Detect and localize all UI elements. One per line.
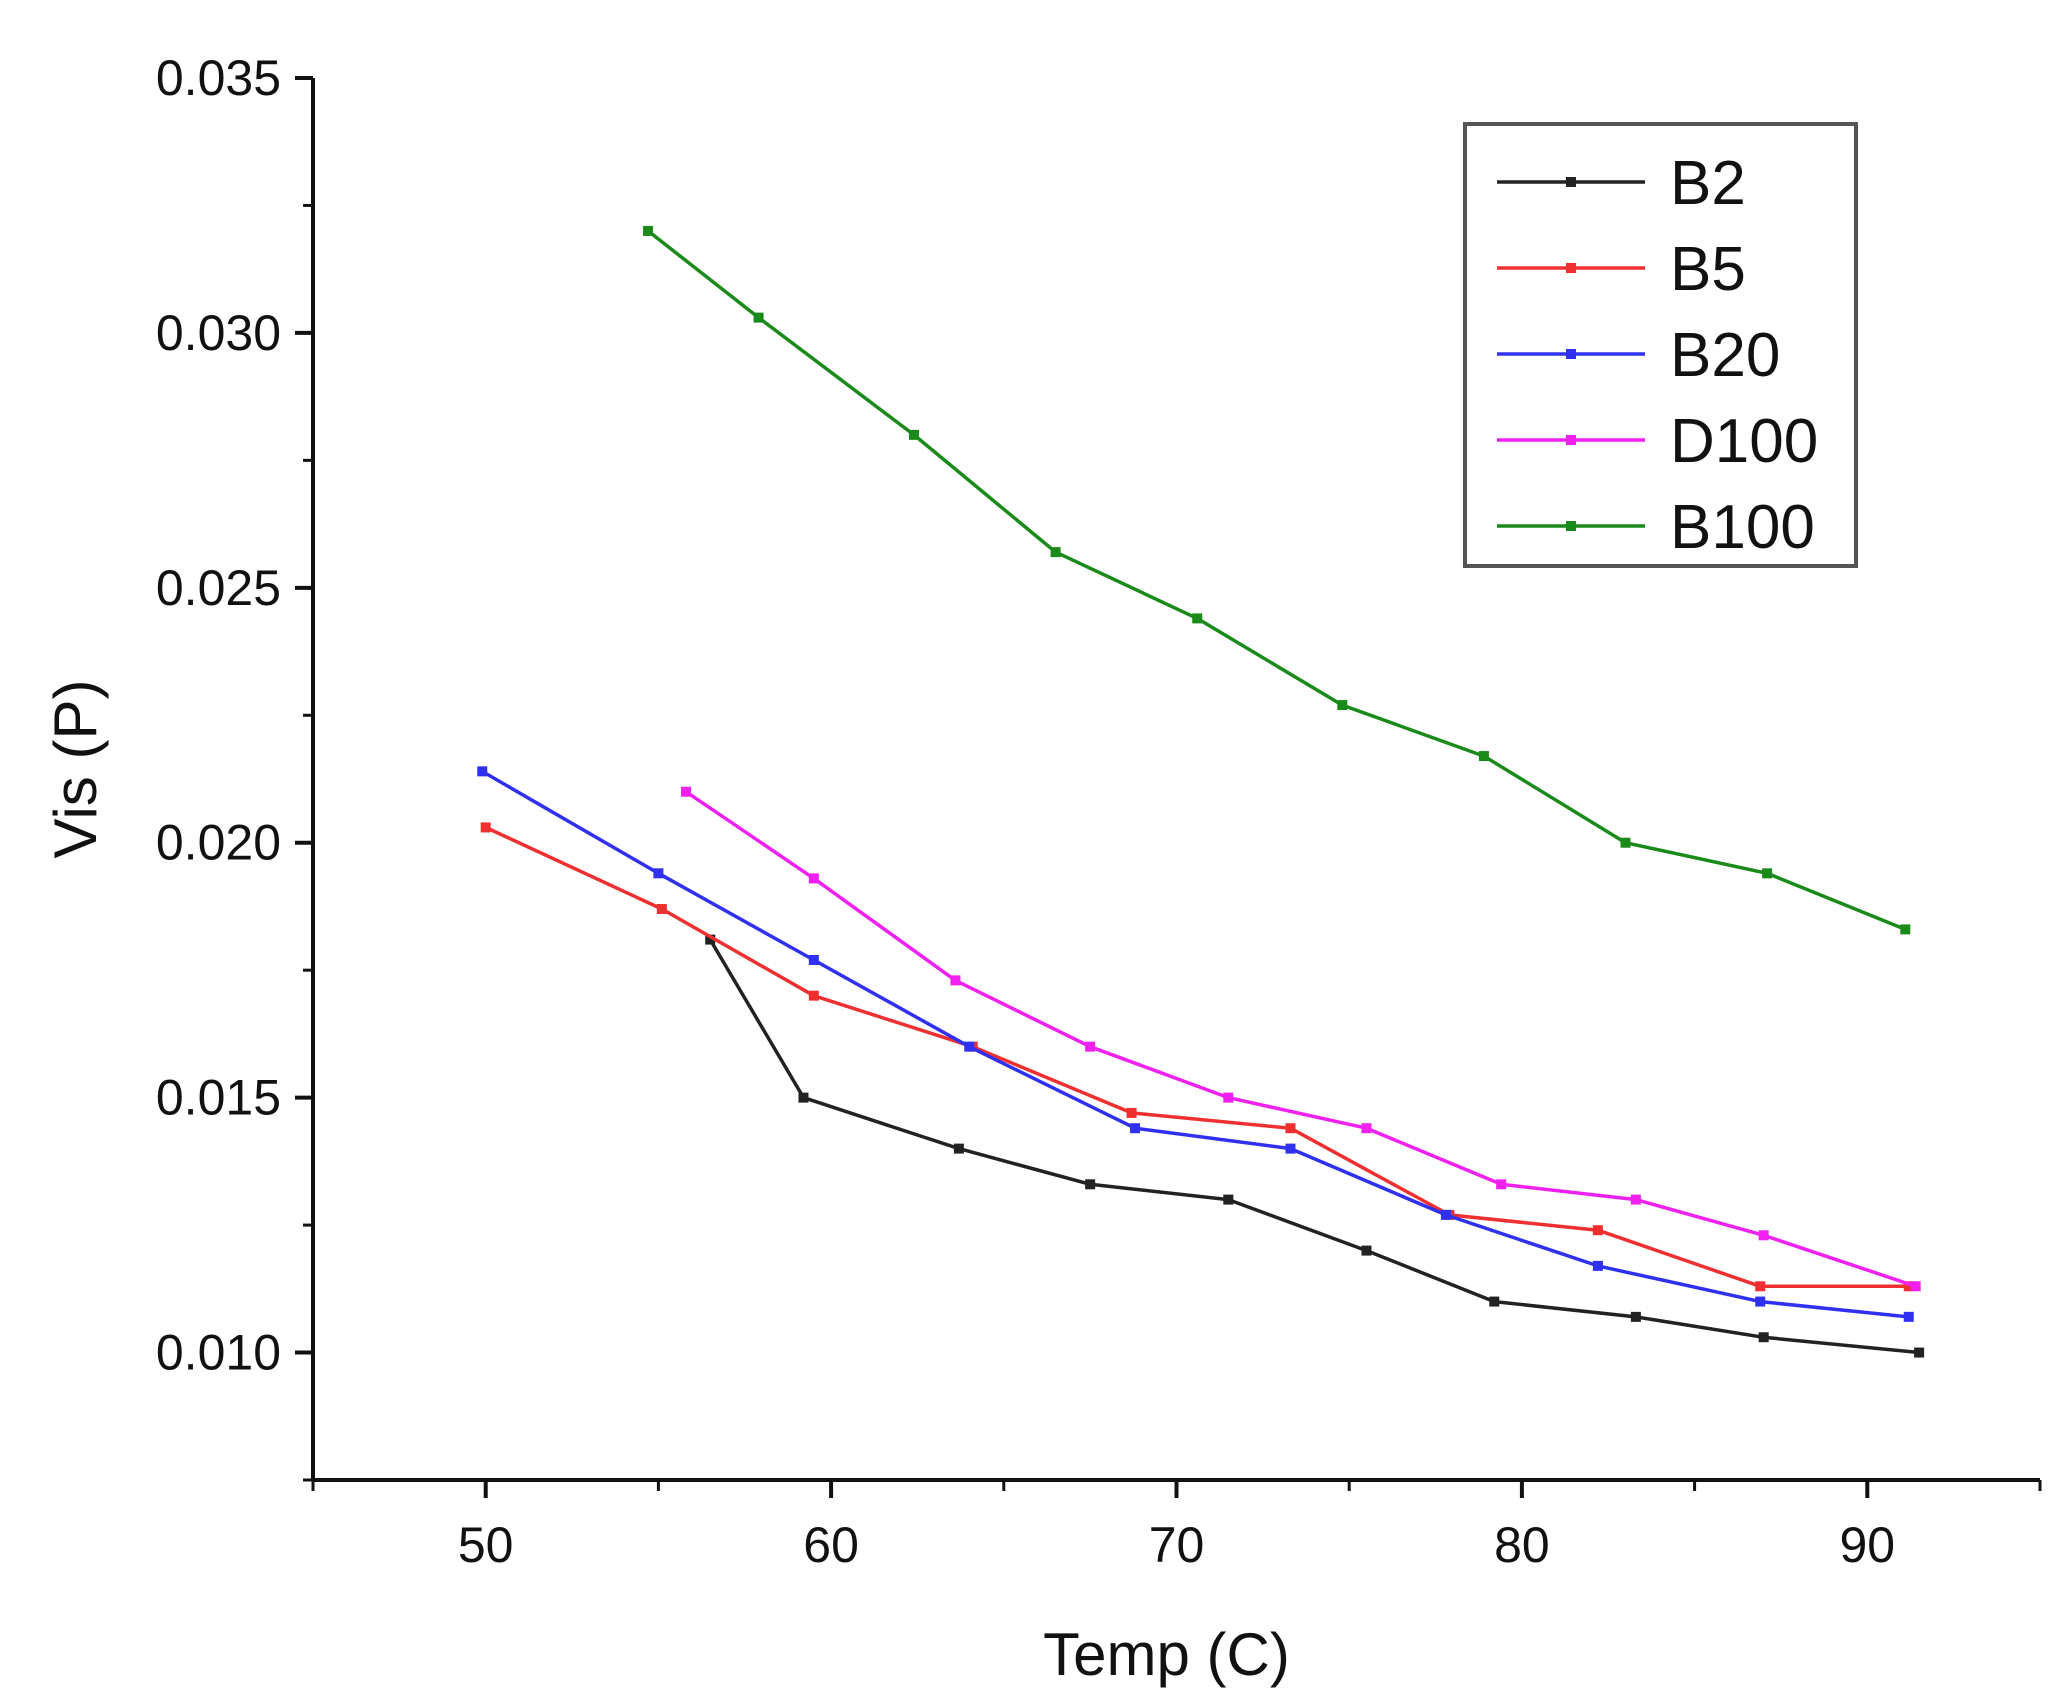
legend-label: D100 — [1670, 407, 1818, 476]
data-point-b20 — [653, 868, 664, 879]
data-point-b2 — [1223, 1194, 1234, 1205]
data-point-b2 — [705, 934, 716, 945]
y-tick-label: 0.015 — [156, 1070, 281, 1126]
series-line-b20 — [481, 769, 1909, 1319]
legend-label: B100 — [1670, 493, 1815, 562]
data-point-b5 — [808, 990, 819, 1001]
data-point-b5 — [1592, 1225, 1603, 1236]
data-point-b2 — [953, 1143, 964, 1154]
data-point-b20 — [1285, 1143, 1296, 1154]
data-point-d100 — [950, 975, 961, 986]
data-point-b5 — [1285, 1123, 1296, 1134]
y-tick-label: 0.025 — [156, 560, 281, 616]
data-point-b100 — [753, 312, 764, 323]
x-tick-label: 70 — [1149, 1517, 1205, 1573]
data-point-b100 — [1762, 868, 1773, 879]
data-point-b20 — [477, 766, 488, 777]
data-point-b5 — [1903, 1281, 1914, 1292]
legend-swatch-marker — [1566, 177, 1576, 187]
legend-label: B20 — [1670, 321, 1780, 390]
data-point-b2 — [1361, 1245, 1372, 1256]
data-point-d100 — [1361, 1123, 1372, 1134]
legend-item-d100: D100 — [1497, 407, 1818, 476]
axes: 0.010 0.015 0.020 0.025 0.030 0.035 50 60 70 80 90 — [156, 50, 2042, 1573]
legend: B2 B5 B20 D100 B100 — [1463, 122, 1858, 568]
legend-swatch-marker — [1566, 521, 1576, 531]
y-tick-label: 0.035 — [156, 50, 281, 106]
data-point-b20 — [1903, 1311, 1914, 1322]
legend-item-b5: B5 — [1497, 235, 1746, 304]
legend-item-b100: B100 — [1497, 493, 1815, 562]
series-line-b100 — [646, 229, 1906, 932]
data-point-d100 — [1758, 1230, 1769, 1241]
x-tick-label: 80 — [1494, 1517, 1550, 1573]
y-tick-label: 0.030 — [156, 305, 281, 361]
legend-swatch-marker — [1566, 435, 1576, 445]
data-point-b100 — [1050, 547, 1061, 558]
data-point-b100 — [1478, 751, 1489, 762]
data-point-b100 — [1900, 924, 1911, 935]
data-point-d100 — [1085, 1041, 1096, 1052]
data-point-b2 — [1630, 1311, 1641, 1322]
data-point-b100 — [1192, 613, 1203, 624]
data-point-b2 — [798, 1092, 809, 1103]
data-point-b5 — [656, 904, 667, 915]
x-tick-label: 50 — [458, 1517, 514, 1573]
data-point-b20 — [1440, 1209, 1451, 1220]
data-point-b20 — [1755, 1296, 1766, 1307]
legend-label: B2 — [1670, 149, 1746, 218]
data-point-b2 — [1758, 1332, 1769, 1343]
series-b20 — [477, 766, 1914, 1322]
y-tick-label: 0.010 — [156, 1325, 281, 1381]
data-point-b2 — [1914, 1347, 1925, 1358]
legend-items: B2 B5 B20 D100 B100 — [1497, 149, 1818, 562]
data-point-d100 — [1910, 1281, 1921, 1292]
axis-ticks: 0.010 0.015 0.020 0.025 0.030 0.035 50 60 70 80 90 — [156, 50, 2042, 1573]
data-point-b20 — [1130, 1123, 1141, 1134]
series-line-d100 — [685, 790, 1917, 1288]
data-point-b100 — [1620, 837, 1631, 848]
x-tick-label: 90 — [1839, 1517, 1895, 1573]
data-point-d100 — [1630, 1194, 1641, 1205]
legend-swatch-marker — [1566, 263, 1576, 273]
series-b2 — [705, 934, 1925, 1358]
data-point-b5 — [1126, 1107, 1137, 1118]
legend-label: B5 — [1670, 235, 1746, 304]
data-point-b2 — [1085, 1179, 1096, 1190]
data-point-b20 — [964, 1041, 975, 1052]
x-axis-title: Temp (C) — [1043, 1621, 1290, 1688]
x-tick-label: 60 — [803, 1517, 859, 1573]
series-b100 — [643, 225, 1911, 935]
data-point-d100 — [1223, 1092, 1234, 1103]
data-point-d100 — [808, 873, 819, 884]
data-point-b100 — [908, 429, 919, 440]
y-tick-label: 0.020 — [156, 815, 281, 871]
legend-item-b20: B20 — [1497, 321, 1780, 390]
data-point-d100 — [681, 786, 692, 797]
data-point-b100 — [1337, 700, 1348, 711]
series-d100 — [681, 786, 1921, 1292]
data-point-b2 — [1489, 1296, 1500, 1307]
series-line-b5 — [484, 825, 1909, 1289]
data-point-d100 — [1496, 1179, 1507, 1190]
legend-swatch-marker — [1566, 349, 1576, 359]
data-point-b20 — [808, 954, 819, 965]
series-lines — [477, 225, 1925, 1358]
data-point-b100 — [643, 225, 654, 236]
data-point-b20 — [1592, 1260, 1603, 1271]
series-line-b2 — [708, 938, 1920, 1355]
legend-box — [1463, 122, 1858, 568]
data-point-b5 — [1755, 1281, 1766, 1292]
y-axis-title: Vis (P) — [42, 680, 109, 859]
legend-item-b2: B2 — [1497, 149, 1746, 218]
data-point-b5 — [480, 822, 491, 833]
